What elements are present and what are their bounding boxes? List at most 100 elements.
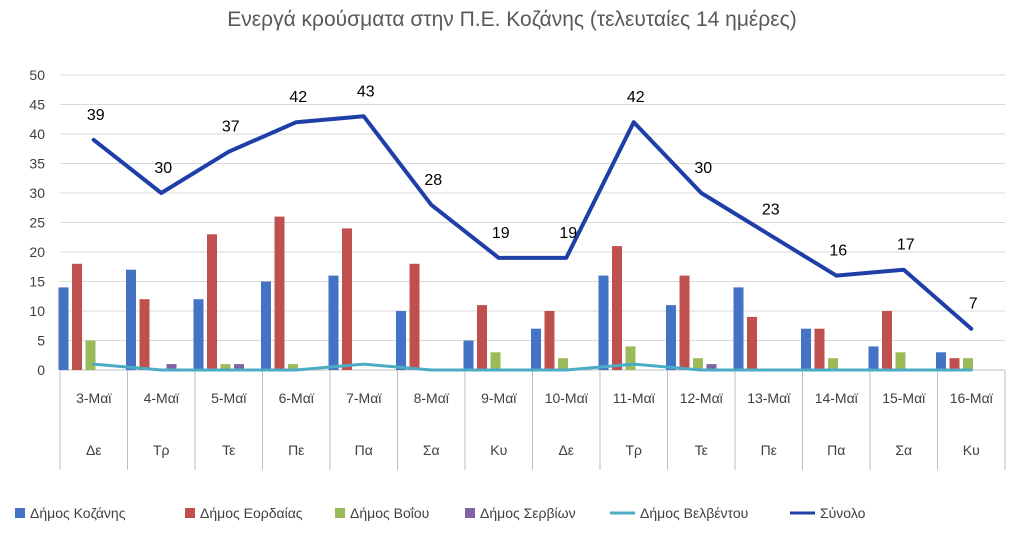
bar — [679, 275, 690, 370]
bar — [288, 364, 298, 370]
y-tick-label: 25 — [29, 215, 45, 231]
x-day-label: Σα — [423, 442, 440, 458]
y-tick-label: 40 — [29, 126, 45, 142]
bar — [72, 263, 82, 370]
bar — [895, 352, 906, 370]
x-day-label: Πε — [761, 442, 777, 458]
series-line — [92, 362, 973, 372]
bar — [477, 305, 487, 370]
x-tick-label: 15-Μαϊ — [882, 390, 926, 406]
x-day-label: Τρ — [625, 442, 642, 458]
x-day-label: Πα — [355, 442, 373, 458]
x-day-label: Πα — [827, 442, 845, 458]
bar — [544, 311, 555, 370]
grid-layer — [60, 74, 1005, 341]
y-tick-label: 10 — [29, 303, 45, 319]
bar — [868, 346, 879, 370]
data-label: 42 — [627, 89, 645, 106]
legend-label: Δήμος Σερβίων — [480, 505, 576, 521]
x-tick-label: 14-Μαϊ — [815, 390, 859, 406]
x-tick-label: 12-Μαϊ — [680, 390, 724, 406]
y-tick-label: 30 — [29, 185, 45, 201]
bar — [706, 364, 717, 370]
x-tick-label: 9-Μαϊ — [481, 390, 517, 406]
bar — [666, 305, 676, 370]
legend-label: Σύνολο — [820, 505, 866, 521]
bar — [598, 275, 609, 370]
bar — [963, 358, 973, 370]
bar — [139, 299, 150, 370]
bars-layer — [58, 216, 973, 370]
x-tick-label: 10-Μαϊ — [545, 390, 589, 406]
data-label: 23 — [762, 201, 780, 218]
x-tick-label: 6-Μαϊ — [279, 390, 315, 406]
data-label: 30 — [694, 160, 712, 177]
bar — [531, 328, 541, 370]
x-tick-label: 16-Μαϊ — [950, 390, 994, 406]
axis-layer: 0 5 10 15 20 25 30 35 40 45 50 3-Μαϊ Δε 4-Μαϊ Τρ 5-Μαϊ Τ… — [29, 67, 1006, 470]
series-line — [91, 114, 974, 331]
data-label: 28 — [424, 172, 442, 189]
bar — [126, 269, 136, 370]
bar — [220, 364, 231, 370]
data-label: 42 — [289, 89, 307, 106]
lines-layer — [91, 114, 974, 372]
legend-swatch — [465, 508, 475, 518]
data-label: 19 — [492, 225, 510, 242]
x-day-label: Κυ — [490, 442, 507, 458]
x-tick-label: 4-Μαϊ — [144, 390, 180, 406]
x-day-label: Πε — [288, 442, 304, 458]
bar — [193, 299, 204, 370]
bar — [342, 228, 352, 370]
data-label: 43 — [357, 83, 375, 100]
bar — [693, 358, 703, 370]
legend: Δήμος Κοζάνης Δήμος Εορδαίας Δήμος Βοΐου Δή… — [15, 505, 866, 521]
bar — [166, 364, 177, 370]
bar — [828, 358, 838, 370]
x-day-label: Σα — [895, 442, 912, 458]
bar — [261, 281, 271, 370]
legend-label: Δήμος Εορδαίας — [200, 505, 303, 521]
x-tick-label: 3-Μαϊ — [76, 390, 112, 406]
y-tick-label: 35 — [29, 156, 45, 172]
bar — [207, 234, 217, 370]
y-tick-label: 20 — [29, 244, 45, 260]
bar — [396, 311, 406, 370]
x-day-label: Δε — [558, 442, 574, 458]
bar — [814, 328, 825, 370]
data-label: 37 — [222, 119, 240, 136]
x-day-label: Κυ — [963, 442, 980, 458]
y-tick-label: 5 — [37, 333, 45, 349]
bar — [328, 275, 339, 370]
y-tick-label: 0 — [37, 362, 45, 378]
y-tick-label: 45 — [29, 97, 45, 113]
data-label: 16 — [829, 243, 847, 260]
bar — [409, 263, 420, 370]
bar — [882, 311, 892, 370]
legend-swatch — [15, 508, 25, 518]
legend-swatch — [185, 508, 195, 518]
bar — [612, 246, 622, 370]
x-day-label: Τρ — [153, 442, 170, 458]
y-tick-label: 50 — [29, 67, 45, 83]
bar — [733, 287, 744, 370]
legend-label: Δήμος Κοζάνης — [30, 505, 126, 521]
bar — [936, 352, 946, 370]
x-day-label: Τε — [222, 442, 235, 458]
bar — [949, 358, 960, 370]
bar — [85, 340, 96, 370]
data-label: 19 — [559, 225, 577, 242]
bar — [801, 328, 811, 370]
x-tick-label: 13-Μαϊ — [747, 390, 791, 406]
data-label: 7 — [969, 296, 978, 313]
bar — [274, 216, 285, 370]
data-label: 17 — [897, 237, 915, 254]
x-tick-label: 8-Μαϊ — [414, 390, 450, 406]
legend-label: Δήμος Βοΐου — [350, 505, 429, 521]
x-tick-label: 11-Μαϊ — [613, 390, 656, 406]
bar — [234, 364, 244, 370]
legend-swatch — [335, 508, 345, 518]
x-tick-label: 5-Μαϊ — [211, 390, 247, 406]
